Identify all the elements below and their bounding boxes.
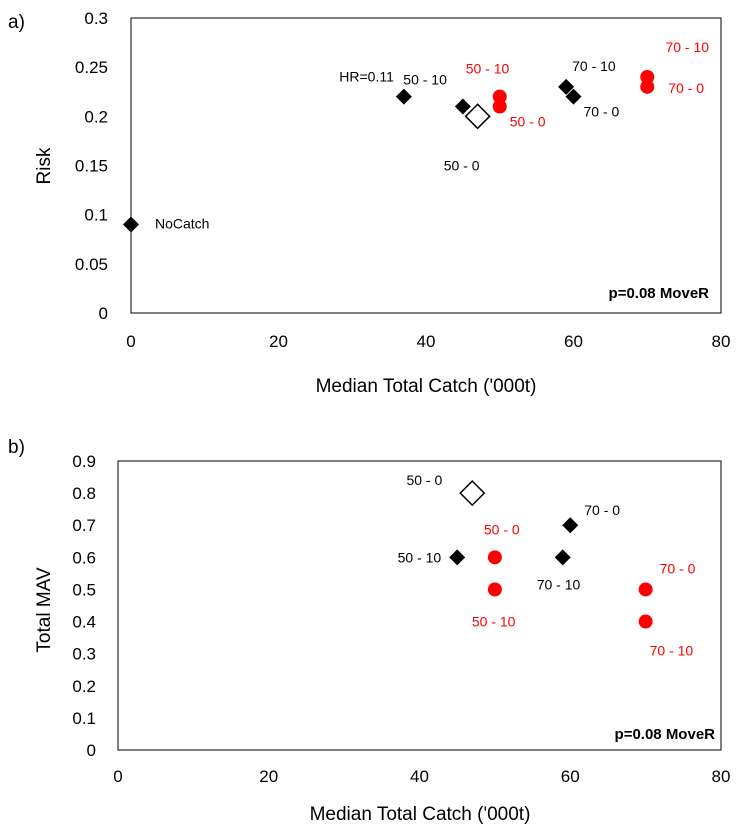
data-point (492, 99, 507, 114)
point-label: 50 - 10 (403, 72, 447, 88)
panel-label: b) (8, 437, 25, 458)
chart-panel-a: a) 0 20 40 60 80 0 0.05 0.1 0.15 0.2 0.25 0.3 Median … (0, 0, 739, 410)
y-tick-label: 0.4 (72, 613, 96, 632)
data-point (449, 549, 466, 566)
point-label: 70 - 10 (537, 576, 581, 592)
point-label: 70 - 0 (660, 560, 696, 576)
y-tick-label: 0.05 (75, 255, 108, 274)
point-label: 70 - 10 (665, 39, 709, 55)
data-point (459, 480, 486, 507)
data-point (464, 103, 491, 130)
point-label: 50 - 0 (484, 521, 520, 537)
y-axis-label: Total MAV (34, 567, 55, 653)
point-label: 70 - 0 (668, 80, 704, 96)
y-axis-label: Risk (34, 147, 55, 184)
point-label: 50 - 0 (444, 157, 480, 173)
data-point (395, 88, 412, 105)
y-tick-label: 0.3 (72, 645, 96, 664)
data-point (565, 88, 582, 105)
panel-label: a) (8, 12, 25, 33)
y-tick-label: 0.3 (84, 9, 108, 28)
x-tick-label: 40 (410, 767, 429, 786)
x-tick-label: 40 (417, 332, 436, 351)
x-tick-label: 80 (712, 332, 731, 351)
data-point (562, 517, 579, 534)
x-axis-label: Median Total Catch ('000t) (316, 376, 537, 397)
data-point (554, 549, 571, 566)
plot-frame (117, 460, 722, 751)
y-tick-label: 0.9 (72, 452, 96, 471)
y-tick-label: 0.5 (72, 580, 96, 599)
point-label: HR=0.11 (339, 69, 394, 85)
y-tick-label: 0.15 (75, 157, 108, 176)
data-point (123, 216, 139, 233)
data-point (492, 89, 507, 104)
y-tick-label: 0.1 (84, 206, 108, 225)
y-tick-label: 0.1 (72, 709, 96, 728)
data-point (640, 70, 655, 84)
chart-b-svg: b) 0 20 40 60 80 0 0.1 0.2 0.3 0.4 0.5 0.6 0.7 0.8 0.9 M… (8, 437, 731, 825)
x-tick-label: 0 (113, 767, 122, 786)
point-label: 70 - 10 (650, 643, 694, 659)
x-tick-label: 60 (564, 332, 583, 351)
point-label: 50 - 0 (406, 472, 442, 488)
point-label: 50 - 10 (466, 61, 510, 77)
point-label: 50 - 10 (398, 549, 442, 565)
data-point (487, 550, 502, 565)
point-label: 70 - 0 (584, 502, 620, 518)
x-axis-label: Median Total Catch ('000t) (310, 804, 531, 825)
chart-annotation: p=0.08 MoveR (615, 726, 716, 743)
chart-a-svg: a) 0 20 40 60 80 0 0.05 0.1 0.15 0.2 0.25 0.3 Median … (8, 9, 731, 397)
point-label: 50 - 10 (472, 613, 516, 629)
y-tick-label: 0.7 (72, 516, 96, 535)
y-tick-label: 0.6 (72, 548, 96, 567)
y-tick-label: 0 (99, 304, 108, 323)
data-point (558, 78, 575, 95)
x-tick-label: 20 (269, 332, 288, 351)
y-tick-label: 0.8 (72, 484, 96, 503)
x-tick-label: 60 (561, 767, 580, 786)
data-point (487, 582, 502, 597)
x-tick-label: 0 (126, 332, 135, 351)
y-tick-label: 0 (87, 741, 96, 760)
point-label: NoCatch (155, 216, 209, 232)
y-tick-label: 0.2 (72, 677, 96, 696)
chart-annotation: p=0.08 MoveR (609, 285, 710, 302)
point-label: 70 - 0 (584, 104, 620, 120)
y-tick-label: 0.2 (84, 107, 108, 126)
chart-panel-b: b) 0 20 40 60 80 0 0.1 0.2 0.3 0.4 0.5 0.6 0.7 0.8 0.9 M… (0, 420, 739, 836)
point-label: 50 - 0 (510, 114, 546, 130)
data-point (638, 582, 653, 597)
x-tick-label: 80 (712, 767, 731, 786)
point-label: 70 - 10 (572, 58, 616, 74)
x-tick-label: 20 (259, 767, 278, 786)
plot-frame (130, 17, 722, 314)
data-point (454, 98, 471, 115)
data-point (638, 614, 653, 629)
y-tick-label: 0.25 (75, 58, 108, 77)
data-point (640, 79, 655, 94)
